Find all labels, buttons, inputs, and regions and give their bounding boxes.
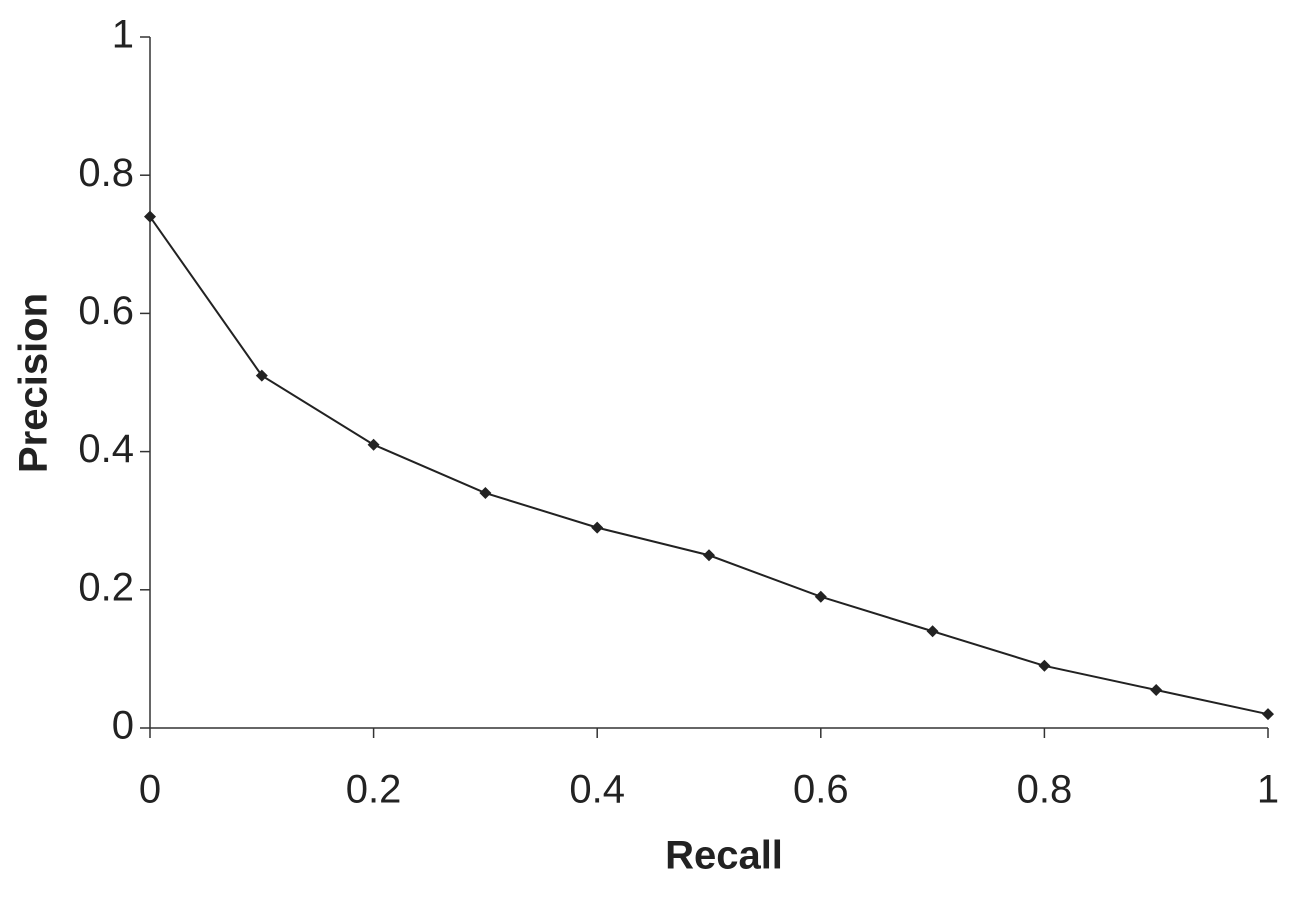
y-axis-title: Precision (12, 293, 56, 473)
line (149, 216, 1269, 716)
marker (479, 487, 492, 500)
marker (1150, 683, 1163, 696)
marker (591, 521, 604, 534)
marker (144, 210, 156, 223)
y-tick-label: 0.8 (78, 151, 134, 195)
x-tick-label: 0.4 (569, 768, 625, 812)
x-tick-label: 0.6 (793, 768, 849, 812)
marker (926, 625, 939, 638)
x-tick-label: 1 (1257, 768, 1279, 812)
marker (1262, 708, 1274, 721)
y-tick-label: 0.2 (78, 565, 134, 609)
y-tick-label: 0 (112, 704, 134, 748)
x-tick-label: 0 (139, 768, 161, 812)
marker (703, 549, 715, 562)
y-tick-label: 0.6 (78, 289, 134, 333)
x-axis-title: Recall (665, 834, 783, 878)
marker (255, 369, 268, 382)
marker (814, 590, 827, 603)
y-tick-label: 0.4 (78, 427, 134, 471)
x-tick-label: 0.8 (1017, 768, 1073, 812)
x-tick-label: 0.2 (346, 768, 402, 812)
marker (367, 438, 380, 451)
marker (1038, 659, 1051, 672)
y-tick-label: 1 (112, 13, 134, 57)
